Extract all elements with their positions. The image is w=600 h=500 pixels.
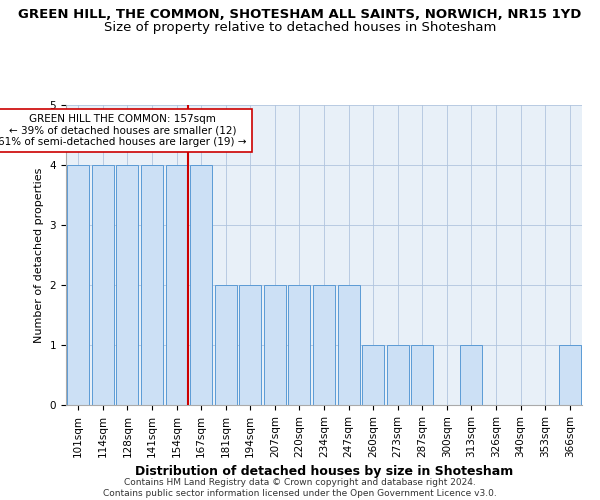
Bar xyxy=(166,165,188,405)
Bar xyxy=(67,165,89,405)
Bar xyxy=(264,285,286,405)
Text: Size of property relative to detached houses in Shotesham: Size of property relative to detached ho… xyxy=(104,21,496,34)
X-axis label: Distribution of detached houses by size in Shotesham: Distribution of detached houses by size … xyxy=(135,465,513,478)
Bar xyxy=(559,345,581,405)
Bar xyxy=(460,345,482,405)
Text: Contains HM Land Registry data © Crown copyright and database right 2024.
Contai: Contains HM Land Registry data © Crown c… xyxy=(103,478,497,498)
Bar xyxy=(190,165,212,405)
Text: GREEN HILL, THE COMMON, SHOTESHAM ALL SAINTS, NORWICH, NR15 1YD: GREEN HILL, THE COMMON, SHOTESHAM ALL SA… xyxy=(19,8,581,20)
Bar xyxy=(386,345,409,405)
Bar xyxy=(92,165,114,405)
Bar xyxy=(338,285,359,405)
Bar xyxy=(141,165,163,405)
Bar xyxy=(215,285,237,405)
Bar xyxy=(362,345,384,405)
Y-axis label: Number of detached properties: Number of detached properties xyxy=(34,168,44,342)
Bar xyxy=(289,285,310,405)
Text: GREEN HILL THE COMMON: 157sqm
← 39% of detached houses are smaller (12)
61% of s: GREEN HILL THE COMMON: 157sqm ← 39% of d… xyxy=(0,114,247,147)
Bar xyxy=(116,165,139,405)
Bar xyxy=(313,285,335,405)
Bar xyxy=(239,285,262,405)
Bar xyxy=(411,345,433,405)
